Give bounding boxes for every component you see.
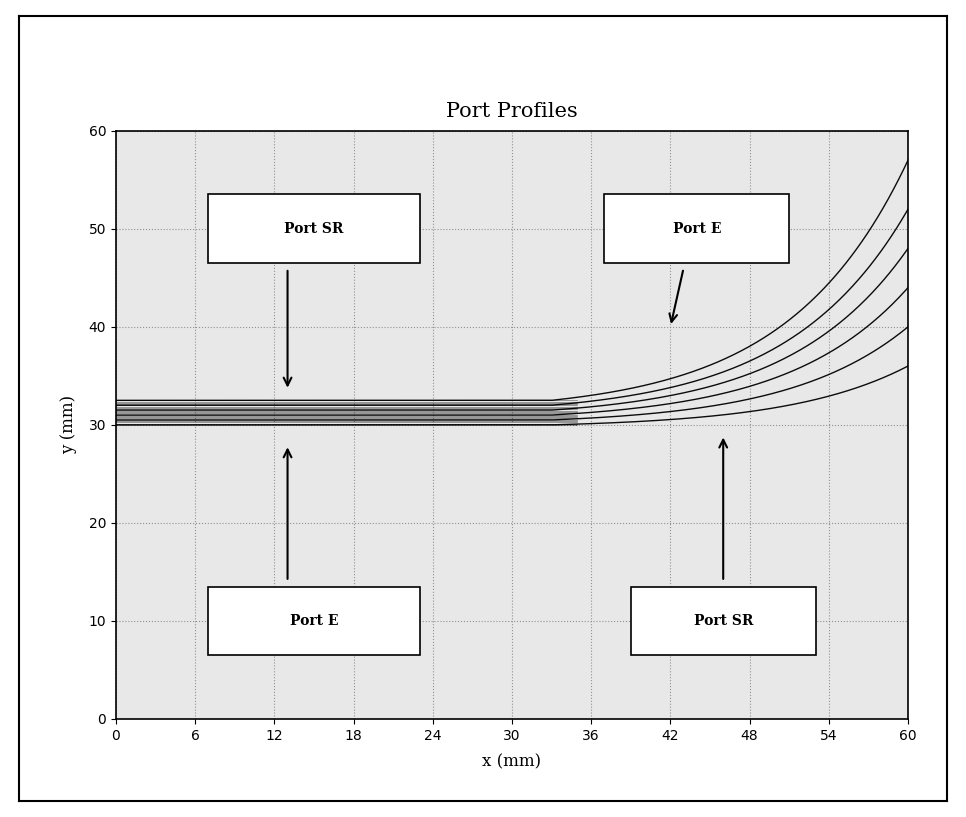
Text: Port E: Port E [672, 221, 721, 236]
Y-axis label: y (mm): y (mm) [61, 395, 77, 454]
FancyBboxPatch shape [605, 194, 789, 263]
Text: Port SR: Port SR [694, 614, 753, 628]
Title: Port Profiles: Port Profiles [446, 102, 578, 121]
X-axis label: x (mm): x (mm) [482, 754, 542, 770]
FancyBboxPatch shape [209, 194, 419, 263]
FancyBboxPatch shape [631, 587, 815, 655]
FancyBboxPatch shape [209, 587, 419, 655]
Text: Port E: Port E [290, 614, 338, 628]
Text: Port SR: Port SR [284, 221, 344, 236]
